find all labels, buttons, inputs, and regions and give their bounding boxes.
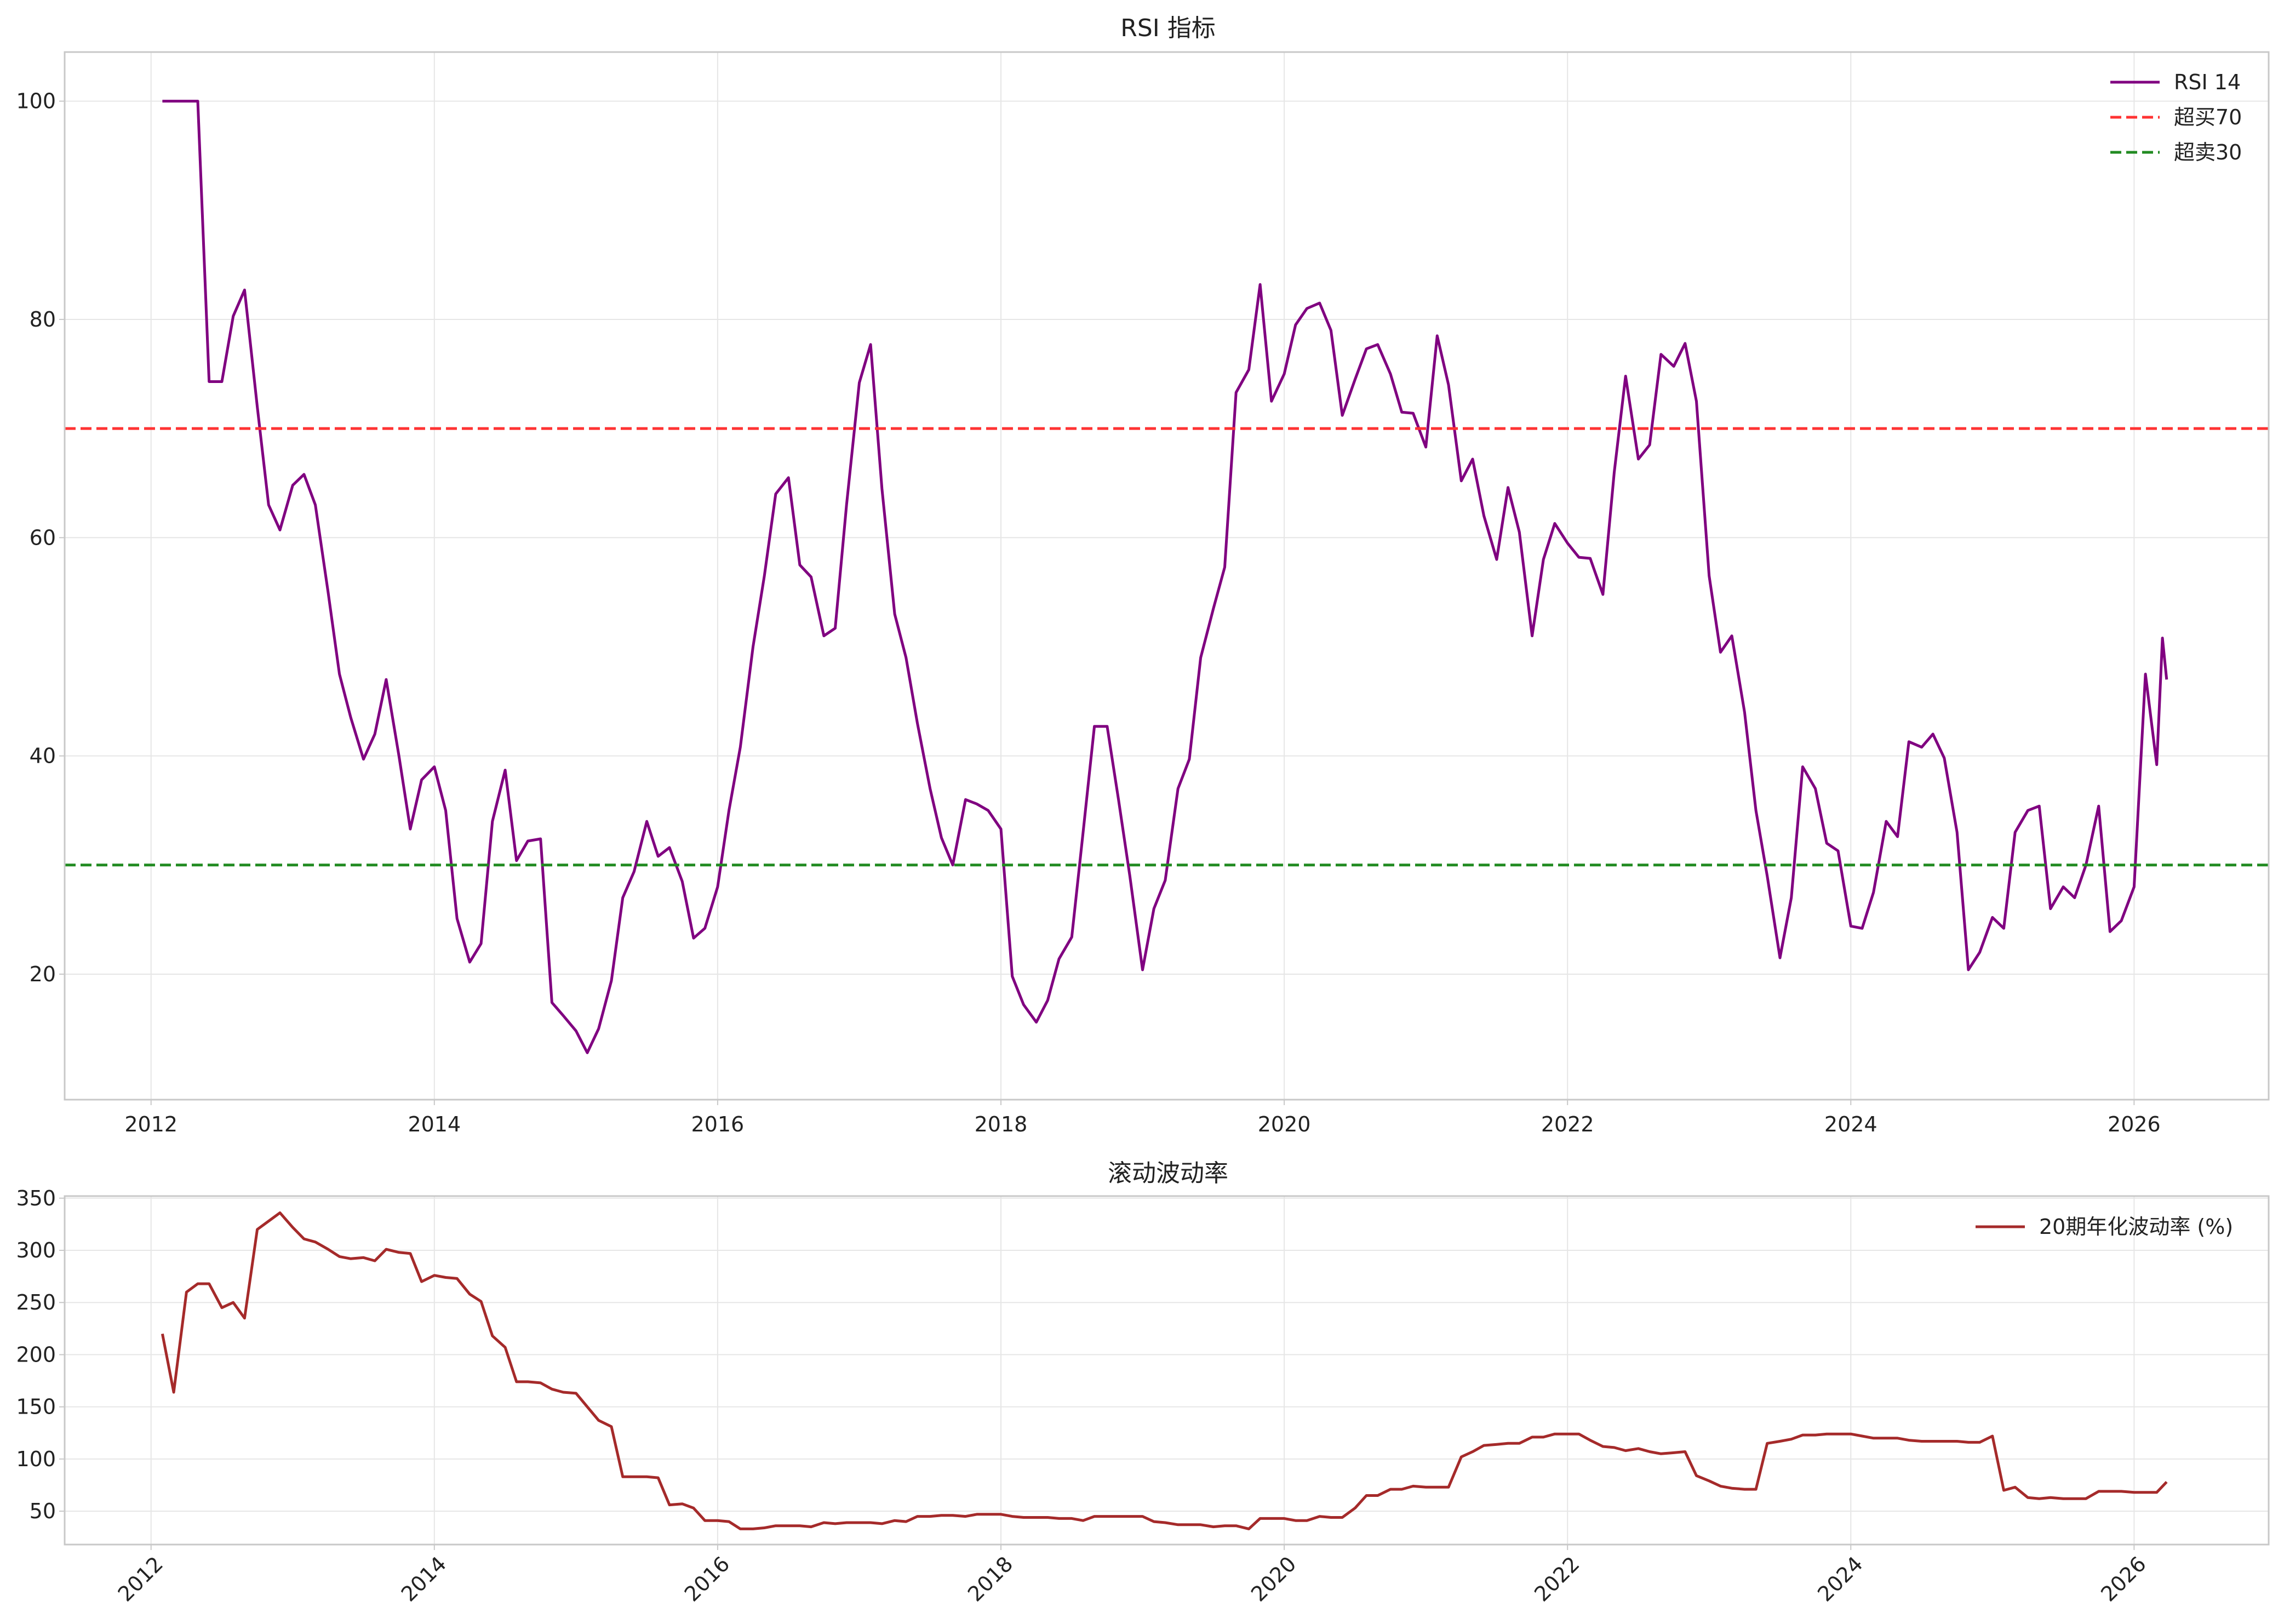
rsi-series [65, 100, 2269, 1054]
vol-y-tick-label: 100 [16, 1447, 56, 1471]
rsi-y-axis: 20 40 60 80 100 [16, 89, 65, 986]
volatility-y-axis: 50 100 150 200 250 300 350 [16, 1186, 65, 1523]
legend-label-overbought: 超买70 [2174, 105, 2242, 129]
volatility-plot-frame [64, 1195, 2270, 1546]
rsi-x-tick-label: 2020 [1258, 1112, 1311, 1136]
rsi-x-tick-label: 2018 [975, 1112, 1028, 1136]
rsi-grid [65, 52, 2269, 1100]
legend-label-rsi14: RSI 14 [2174, 70, 2241, 94]
volatility-legend: 20期年化波动率 (%) [1976, 1215, 2233, 1239]
rsi-x-tick-label: 2012 [124, 1112, 178, 1136]
vol-y-tick-label: 150 [16, 1395, 56, 1419]
rsi-series-line-0 [162, 100, 2168, 1054]
rsi-y-tick-label: 40 [30, 744, 56, 768]
vol-series-line-0 [161, 1211, 2168, 1530]
rsi-plot-frame [64, 51, 2270, 1101]
rsi-y-tick-label: 80 [30, 307, 56, 331]
rsi-y-tick-label: 60 [30, 525, 56, 550]
vol-y-tick-label: 300 [16, 1238, 56, 1262]
rsi-chart-title: RSI 指标 [1120, 14, 1215, 42]
vol-y-tick-label: 350 [16, 1186, 56, 1210]
rsi-y-tick-label: 20 [30, 962, 56, 986]
volatility-grid [65, 1196, 2269, 1545]
vol-y-tick-label: 250 [16, 1290, 56, 1314]
legend-label-volatility: 20期年化波动率 (%) [2039, 1215, 2233, 1239]
rsi-legend: RSI 14 超买70 超卖30 [2110, 70, 2242, 164]
vol-y-tick-label: 50 [30, 1499, 56, 1523]
rsi-y-tick-label: 100 [16, 89, 56, 113]
rsi-x-tick-label: 2022 [1541, 1112, 1594, 1136]
rsi-x-tick-label: 2014 [408, 1112, 461, 1136]
vol-y-tick-label: 200 [16, 1342, 56, 1366]
volatility-chart-title: 滚动波动率 [1108, 1159, 1228, 1187]
rsi-x-tick-label: 2026 [2108, 1112, 2161, 1136]
rsi-x-axis: 2012 2014 2016 2018 2020 2022 2024 2026 [124, 1100, 2161, 1136]
legend-label-oversold: 超卖30 [2174, 140, 2242, 164]
volatility-series [161, 1211, 2168, 1530]
rsi-x-tick-label: 2024 [1824, 1112, 1877, 1136]
rsi-x-tick-label: 2016 [691, 1112, 745, 1136]
